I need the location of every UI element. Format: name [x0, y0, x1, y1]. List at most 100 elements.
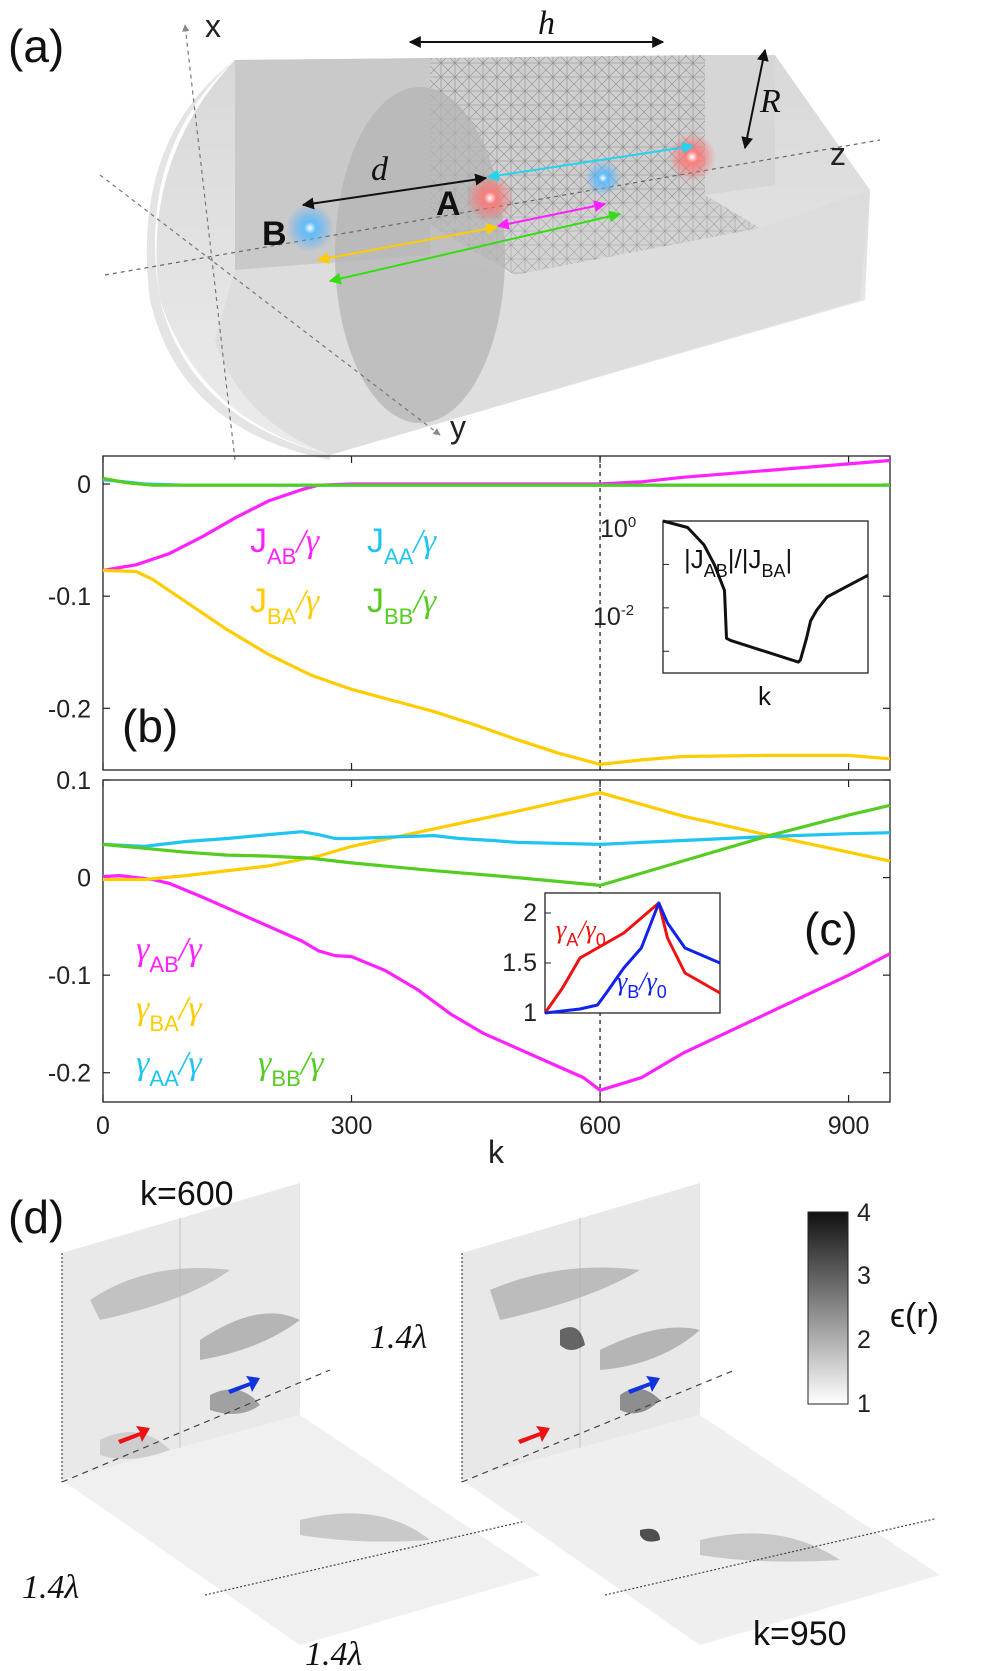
panel-b-ytick-label: -0.2 [48, 695, 91, 723]
colorbar-tick-4: 4 [857, 1199, 871, 1227]
panel-c-series-ab [102, 873, 891, 1092]
left-blob-4 [300, 1513, 430, 1542]
inset-c-series [543, 901, 721, 1015]
left-blob-5 [100, 1432, 170, 1459]
k-950-label: k=950 [753, 1615, 847, 1653]
inset-b-label: |JAB|/|JBA| [684, 544, 792, 581]
panel-b-series [102, 458, 891, 767]
inset-b-series-ratio [662, 519, 869, 664]
r-label: R [759, 83, 781, 120]
cyan-arrow [486, 141, 695, 182]
panel-c-series-bb [102, 803, 891, 888]
z-axis-label: z [830, 136, 846, 172]
inset-c-ytick-label: 1.5 [502, 949, 537, 977]
inset-b-ytick-1: 10-2 [593, 602, 634, 631]
panel-b-inset: 100 10-2 |JAB|/|JBA| k [593, 514, 869, 711]
left-blob-1 [90, 1268, 230, 1320]
green-arrow [328, 210, 622, 285]
panel-c-inset: 11.52 γA/γ0 γB/γ0 [502, 892, 721, 1027]
d-dimension-arrow [301, 173, 488, 210]
x-axis-label: x [205, 8, 221, 44]
panel-c-ytick-label: 0.1 [56, 767, 91, 795]
inset-c-label-a: γA/γ0 [556, 915, 606, 950]
right-red-arrow [518, 1426, 550, 1444]
k-600-label: k=600 [140, 1175, 234, 1213]
legend-j-bb: JBB/γ [367, 582, 438, 629]
atom-a-label: A [436, 185, 461, 223]
legend-g-ab: γAB/γ [136, 931, 203, 977]
panel-b-series-j-ba [102, 568, 891, 767]
panel-b-series-j-bb [102, 476, 890, 487]
panel-c-xtick-label: 300 [331, 1112, 373, 1140]
right-length-label: 1.4λ [370, 1319, 427, 1356]
h-label: h [538, 5, 555, 42]
inset-c-frame [544, 892, 721, 1014]
dielectric-right: 1.4λ k=950 [370, 1183, 940, 1653]
panel-b-ytick-label: -0.1 [48, 583, 91, 611]
left-axis-line [61, 1369, 331, 1483]
panel-b-ytick-label: 0 [77, 471, 91, 499]
inset-b-ytick-0: 100 [600, 514, 636, 543]
legend-g-ba: γBA/γ [136, 990, 203, 1036]
left-length-label-1: 1.4λ [22, 1569, 79, 1606]
panel-c-ytick-label: -0.1 [48, 962, 91, 990]
inset-c-ticks: 11.52 [502, 899, 551, 1027]
panel-c-series-aa [102, 830, 891, 849]
inset-c-label-b: γB/γ0 [617, 967, 667, 1002]
panel-a: (a) x y z B A h R d [8, 5, 881, 461]
left-length-label-2: 1.4λ [305, 1636, 362, 1671]
right-blob-5 [640, 1528, 660, 1542]
panel-c-xtick-label: 900 [828, 1112, 870, 1140]
colorbar-gradient [807, 1211, 849, 1405]
legend-j-aa: JAA/γ [367, 522, 438, 569]
inset-b-series [662, 519, 869, 664]
inset-c-ytick-label: 2 [523, 899, 537, 927]
panel-c-label: (c) [804, 903, 858, 955]
right-blob-1 [490, 1267, 640, 1320]
panel-b-legend: JAB/γ JAA/γ JBA/γ JBB/γ [250, 522, 438, 629]
colorbar-tick-1: 1 [857, 1390, 871, 1418]
panel-b: 0 -0.1 -0.2 (b) JAB/γ JAA/γ JBA/γ JBB/γ 10… [48, 455, 891, 771]
inset-b-frame [662, 520, 869, 674]
inset-b-xlabel: k [758, 681, 772, 711]
atom-a-glow [466, 174, 514, 222]
inset-c-series-b-0 [544, 901, 721, 1015]
legend-g-aa: γAA/γ [136, 1045, 203, 1091]
right-blob-2 [560, 1327, 585, 1350]
inset-c-series-a-0 [543, 901, 721, 1014]
panel-b-ticks: 0 -0.1 -0.2 [48, 456, 890, 770]
panel-c-xtick-label: 600 [579, 1112, 621, 1140]
right-blob-6 [700, 1533, 840, 1562]
image-b-glow [585, 160, 621, 196]
left-bottom-edge [204, 1517, 537, 1596]
right-floor [462, 1415, 940, 1645]
x-axis-title: k [488, 1134, 505, 1170]
legend-j-ab: JAB/γ [250, 522, 321, 569]
panel-b-label: (b) [122, 700, 178, 752]
atom-b-glow [286, 204, 334, 252]
panel-c-frame [102, 779, 891, 1103]
d-label: d [371, 151, 389, 188]
panel-c-series-ba [103, 791, 891, 882]
legend-j-ba: JBA/γ [250, 582, 321, 629]
right-axis-line [461, 1369, 736, 1483]
y-axis-label: y [450, 409, 466, 445]
right-blue-arrow [628, 1376, 660, 1394]
panel-c: 0.10-0.1-0.20 300 600 900 (c) k γAB/γ γBA/γ… [48, 767, 891, 1170]
panel-c-series [102, 791, 891, 1092]
panel-c-xtick-label: 0 [96, 1112, 110, 1140]
colorbar-label: ϵ(r) [890, 1297, 939, 1335]
panel-c-ytick-label: -0.2 [48, 1060, 91, 1088]
atom-b-label: B [262, 215, 287, 253]
colorbar-tick-3: 3 [857, 1262, 871, 1290]
left-blob-3 [210, 1389, 260, 1414]
panel-c-ytick-label: 0 [77, 865, 91, 893]
right-wall [705, 55, 775, 195]
panel-a-label: (a) [8, 20, 64, 72]
right-blob-4 [620, 1388, 660, 1414]
inner-disk [335, 87, 505, 423]
right-blob-3 [600, 1327, 700, 1370]
dielectric-left: 1.4λ 1.4λ [22, 1183, 540, 1671]
inset-c-ytick-label: 1 [523, 999, 537, 1027]
